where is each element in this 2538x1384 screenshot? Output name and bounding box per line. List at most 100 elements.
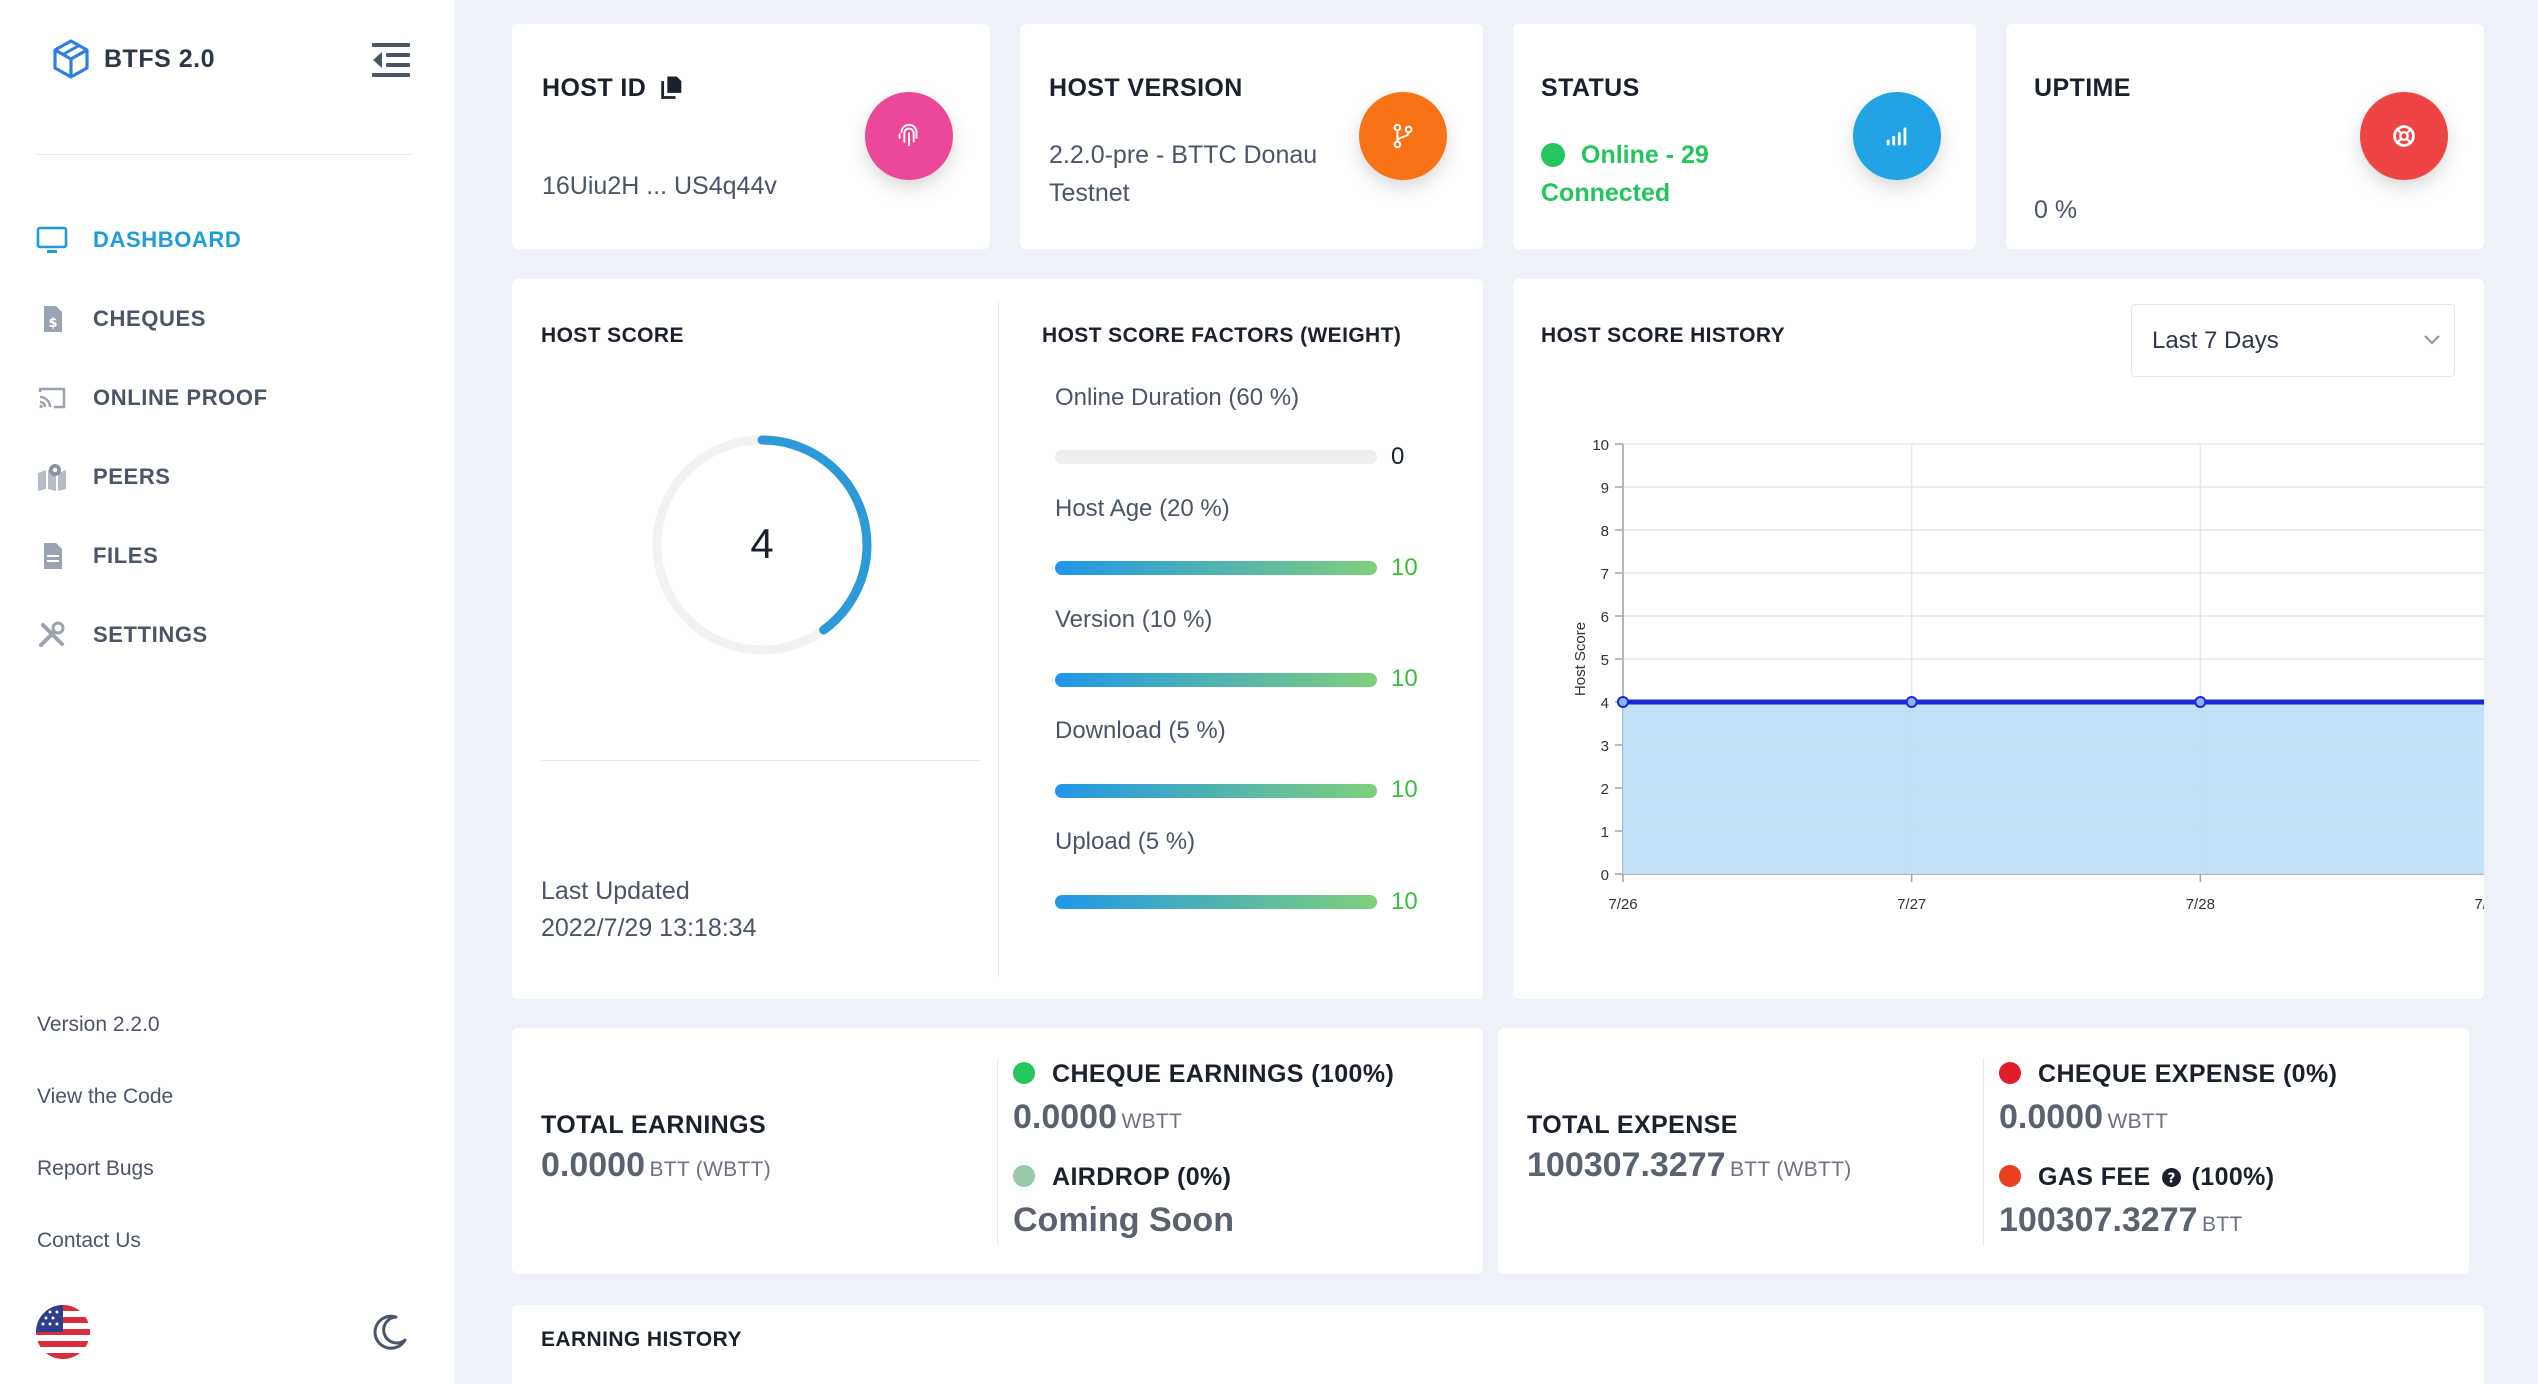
sidebar-item-dashboard[interactable]: DASHBOARD <box>36 200 426 279</box>
cheque-expense-dot <box>1999 1062 2021 1084</box>
expense-divider <box>1983 1058 1984 1246</box>
collapse-menu-icon[interactable] <box>370 40 412 80</box>
report-bugs-link[interactable]: Report Bugs <box>37 1157 154 1180</box>
expense-card: TOTAL EXPENSE 100307.3277 BTT (WBTT) CHE… <box>1498 1028 2469 1274</box>
x-tick-label: 7/27 <box>1897 896 1926 913</box>
cheque-earnings-value: 0.0000 <box>1013 1098 1117 1136</box>
airdrop-value: Coming Soon <box>1013 1201 1234 1239</box>
sidebar-footer: Version 2.2.0 View the Code Report Bugs … <box>37 1005 173 1293</box>
card-title: HOST ID <box>542 74 647 102</box>
earning-history-title: EARNING HISTORY <box>541 1328 742 1351</box>
factor-label: Host Age (20 %) <box>1055 495 1230 522</box>
host-score-history-card: HOST SCORE HISTORY Last 7 Days 0 1 2 3 4 5 6 7 8… <box>1513 279 2484 999</box>
gas-fee-dot <box>1999 1165 2021 1187</box>
x-tick-label: 7/28 <box>2186 896 2215 913</box>
file-icon <box>44 542 62 569</box>
cheque-earnings-label: CHEQUE EARNINGS (100%) <box>1052 1060 1395 1088</box>
total-earnings-value: 0.0000 <box>541 1146 645 1184</box>
host-score-gauge: 4 <box>652 435 872 655</box>
data-point <box>1905 696 1918 708</box>
sidebar-item-label: CHEQUES <box>93 305 206 331</box>
sidebar-item-cheques[interactable]: $ CHEQUES <box>36 279 426 358</box>
host-version-badge <box>1359 92 1447 180</box>
y-tick-label: 3 <box>1601 738 1609 755</box>
host-score-divider <box>541 760 981 761</box>
cube-icon <box>53 39 89 79</box>
contact-us-link[interactable]: Contact Us <box>37 1229 141 1252</box>
x-tick-label: 7/29 <box>2474 896 2484 913</box>
cheque-earnings-dot <box>1013 1062 1035 1084</box>
host-score-chart: 0 1 2 3 4 5 6 7 8 9 10 7/26 7/27 7/28 7/29 Host Score <box>1572 437 2484 913</box>
sidebar-item-files[interactable]: FILES <box>36 516 426 595</box>
tools-icon <box>39 621 65 647</box>
view-code-link[interactable]: View the Code <box>37 1085 174 1108</box>
airdrop-label: AIRDROP (0%) <box>1052 1163 1232 1191</box>
factor-value: 10 <box>1391 554 1418 581</box>
brand-name: BTFS 2.0 <box>104 44 215 73</box>
host-id-badge <box>865 92 953 180</box>
question-circle-icon[interactable]: ? <box>2161 1167 2182 1188</box>
sidebar-item-label: PEERS <box>93 463 171 489</box>
sidebar-divider <box>36 154 412 155</box>
column-divider <box>998 301 999 977</box>
y-tick-label: 2 <box>1601 781 1609 798</box>
svg-text:$: $ <box>48 316 57 331</box>
git-branch-icon <box>1393 123 1413 149</box>
brand[interactable]: BTFS 2.0 <box>50 38 215 80</box>
signal-icon <box>1886 127 1907 146</box>
data-point <box>2194 696 2207 708</box>
x-tick-label: 7/26 <box>1608 896 1637 913</box>
gauge-arc <box>652 435 872 655</box>
factor-label: Online Duration (60 %) <box>1055 384 1300 411</box>
cheque-expense-amount: 0.0000 WBTT <box>1999 1098 2168 1137</box>
uptime-card: UPTIME 0 % <box>2006 24 2484 249</box>
status-badge <box>1853 92 1941 180</box>
factor-value: 10 <box>1391 776 1418 803</box>
factor-value: 10 <box>1391 665 1418 692</box>
sidebar-item-online-proof[interactable]: ONLINE PROOF <box>36 358 426 437</box>
total-expense-value: 100307.3277 <box>1527 1146 1726 1184</box>
earning-history-card: EARNING HISTORY <box>512 1305 2484 1384</box>
sidebar-item-settings[interactable]: SETTINGS <box>36 595 426 674</box>
factor-value: 10 <box>1391 888 1418 915</box>
y-tick-label: 1 <box>1601 824 1609 841</box>
online-dot <box>1541 143 1565 167</box>
sidebar-item-label: ONLINE PROOF <box>93 384 268 410</box>
host-version-card: HOST VERSION 2.2.0-pre - BTTC Donau Test… <box>1020 24 1483 249</box>
total-earnings-title: TOTAL EARNINGS <box>541 1111 767 1139</box>
history-title: HOST SCORE HISTORY <box>1541 324 1786 347</box>
y-tick-label: 5 <box>1601 652 1609 669</box>
factor-fill <box>1055 561 1377 575</box>
copy-icon[interactable] <box>658 73 686 101</box>
sidebar: BTFS 2.0 DASHBOARD $ CHEQUES <box>0 0 455 1384</box>
sidebar-item-label: FILES <box>93 542 159 568</box>
y-tick-label: 8 <box>1601 523 1609 540</box>
host-version-value: 2.2.0-pre - BTTC Donau Testnet <box>1049 141 1318 207</box>
uptime-badge <box>2360 92 2448 180</box>
cheque-expense-value: 0.0000 <box>1999 1098 2103 1136</box>
factor-label: Version (10 %) <box>1055 606 1213 633</box>
gas-fee-value: 100307.3277 <box>1999 1201 2198 1239</box>
factor-label: Download (5 %) <box>1055 717 1226 744</box>
host-id-card: HOST ID 16Uiu2H ... US4q44v <box>512 24 990 249</box>
range-select[interactable]: Last 7 Days <box>2131 304 2455 377</box>
card-title: STATUS <box>1541 74 1640 102</box>
moon-icon[interactable] <box>370 1312 410 1352</box>
us-flag-icon[interactable] <box>36 1305 90 1359</box>
y-axis-label: Host Score <box>1572 622 1589 696</box>
gas-fee-label: GAS FEE <box>2038 1163 2151 1191</box>
factor-fill <box>1055 895 1377 909</box>
total-expense-amount: 100307.3277 BTT (WBTT) <box>1527 1146 1852 1185</box>
monitor-icon <box>36 226 68 253</box>
chevron-down-icon <box>2424 335 2440 345</box>
total-expense-title: TOTAL EXPENSE <box>1527 1111 1738 1139</box>
factor-bar <box>1055 450 1377 464</box>
host-score-value: 4 <box>750 520 773 567</box>
sidebar-item-peers[interactable]: PEERS <box>36 437 426 516</box>
y-tick-label: 10 <box>1592 437 1609 454</box>
host-id-value: 16Uiu2H ... US4q44v <box>542 172 777 200</box>
cheque-earnings-unit: WBTT <box>1121 1110 1183 1133</box>
lifebuoy-icon <box>2393 125 2415 147</box>
last-updated-label: Last Updated <box>541 877 690 905</box>
card-title: UPTIME <box>2034 74 2131 102</box>
